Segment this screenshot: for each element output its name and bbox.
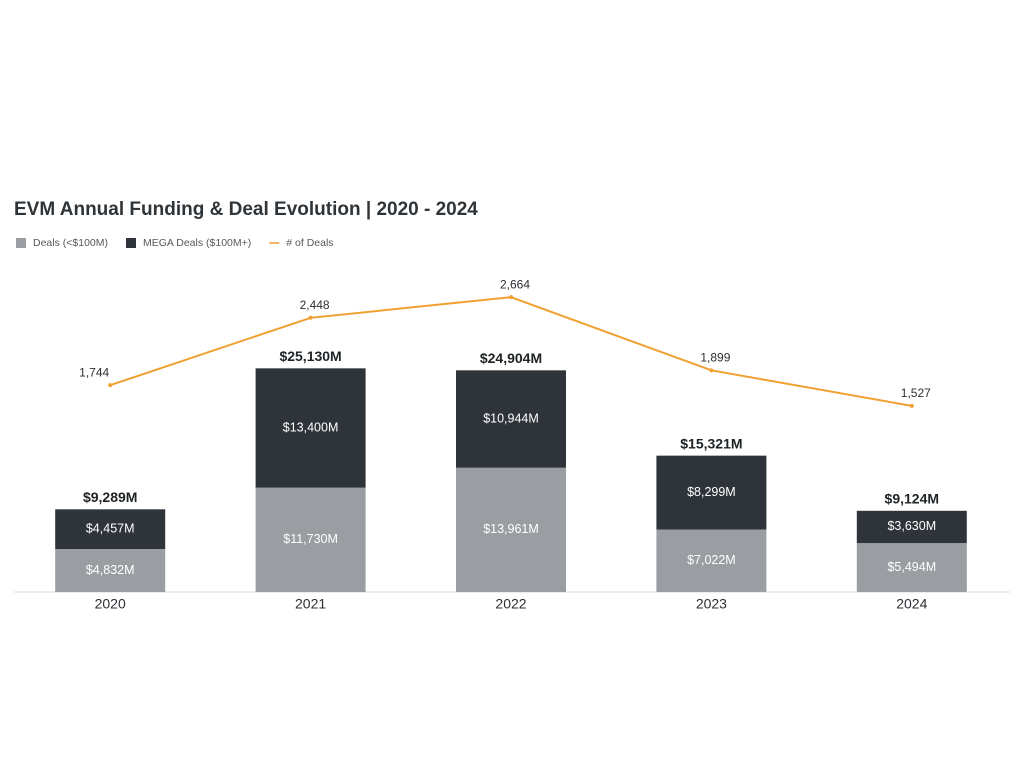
- legend-label: Deals (<$100M): [33, 237, 108, 249]
- bar-segment: [456, 467, 566, 592]
- legend-swatch: [16, 238, 26, 248]
- line-point: [108, 383, 113, 388]
- line-point: [509, 295, 513, 300]
- segment-label: $8,299M: [687, 485, 736, 499]
- chart-title: EVM Annual Funding & Deal Evolution | 20…: [14, 199, 478, 220]
- line-point: [308, 315, 313, 320]
- total-label: $9,124M: [885, 490, 939, 506]
- bar-segment: [55, 509, 166, 549]
- line-point: [909, 403, 914, 408]
- segment-label: $4,832M: [86, 563, 135, 577]
- total-label: $15,321M: [680, 435, 742, 451]
- bar-segment: [255, 368, 366, 488]
- bar-segment: [856, 543, 967, 592]
- point-label: 1,744: [79, 365, 109, 379]
- bar-segment: [456, 370, 566, 468]
- point-label: 1,527: [901, 386, 931, 400]
- total-label: $24,904M: [480, 350, 542, 366]
- legend-swatch: [126, 238, 136, 248]
- point-label: 1,899: [700, 351, 730, 365]
- segment-label: $13,400M: [283, 420, 339, 434]
- bar-segment: [856, 510, 967, 544]
- segment-label: $3,630M: [887, 519, 936, 533]
- segment-label: $5,494M: [887, 560, 936, 574]
- total-label: $9,289M: [83, 489, 137, 505]
- x-tick-label: 2023: [696, 596, 727, 612]
- bar-segment: [656, 455, 767, 530]
- point-label: 2,664: [500, 277, 530, 291]
- total-label: $25,130M: [279, 348, 341, 364]
- legend-label: MEGA Deals ($100M+): [143, 237, 251, 249]
- segment-label: $7,022M: [687, 553, 736, 567]
- segment-label: $13,961M: [483, 522, 539, 536]
- segment-label: $11,730M: [283, 532, 338, 546]
- bar-segment: [55, 548, 166, 592]
- legend-label: # of Deals: [286, 237, 333, 249]
- segment-label: $10,944M: [483, 411, 539, 425]
- line-point: [709, 368, 714, 373]
- bar-segment: [255, 487, 366, 592]
- x-tick-label: 2024: [896, 596, 927, 612]
- x-tick-label: 2022: [495, 596, 526, 612]
- point-label: 2,448: [300, 298, 330, 312]
- x-tick-label: 2020: [95, 596, 126, 612]
- bar-segment: [656, 529, 767, 592]
- segment-label: $4,457M: [86, 521, 135, 535]
- x-tick-label: 2021: [295, 596, 326, 612]
